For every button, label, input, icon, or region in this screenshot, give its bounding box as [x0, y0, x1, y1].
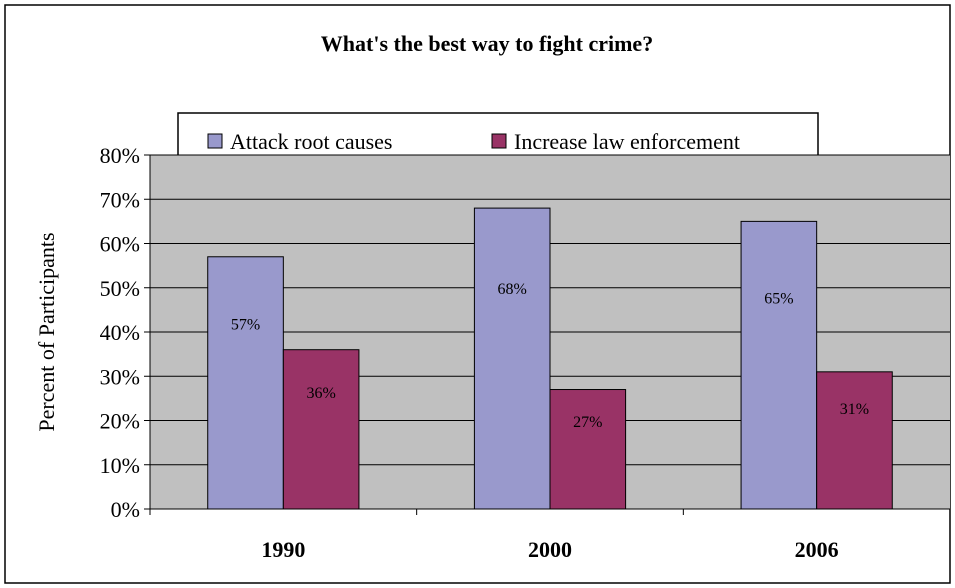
- y-tick-label: 20%: [100, 409, 140, 434]
- y-axis-label: Percent of Participants: [34, 232, 59, 431]
- y-tick-label: 40%: [100, 320, 140, 345]
- y-tick-label: 80%: [100, 143, 140, 168]
- bar-1990-attack-root-causes: [207, 256, 284, 510]
- data-label: 57%: [231, 317, 260, 334]
- legend-label-increase-law-enforcement: Increase law enforcement: [514, 129, 740, 154]
- data-label: 65%: [764, 291, 793, 308]
- data-label: 68%: [498, 281, 527, 298]
- y-tick-label: 50%: [100, 276, 140, 301]
- bars: [207, 207, 893, 510]
- bar-2006-attack-root-causes: [740, 220, 818, 510]
- legend-swatch-attack-root-causes: [207, 133, 223, 149]
- y-tick-label: 70%: [100, 187, 140, 212]
- y-tick-label: 60%: [100, 232, 140, 257]
- x-tick-label: 2000: [528, 537, 572, 562]
- data-label: 27%: [573, 414, 602, 431]
- y-axis-ticks: 0% 10% 20% 30% 40% 50% 60% 70% 80%: [100, 143, 150, 522]
- data-label: 31%: [840, 401, 869, 418]
- legend-swatch-increase-law-enforcement: [491, 133, 507, 149]
- chart-title: What's the best way to fight crime?: [321, 31, 653, 56]
- x-axis: 1990 2000 2006: [149, 155, 951, 562]
- y-tick-label: 30%: [100, 364, 140, 389]
- bar-2000-attack-root-causes: [473, 207, 551, 510]
- data-labels: 57% 36% 68% 27% 65% 31%: [231, 281, 869, 431]
- y-tick-label: 10%: [100, 453, 140, 478]
- bar-1990-increase-law-enforcement: [282, 349, 360, 510]
- bar-2000-increase-law-enforcement: [549, 389, 627, 510]
- data-label: 36%: [306, 385, 335, 402]
- legend-label-attack-root-causes: Attack root causes: [230, 129, 393, 154]
- bar-2006-increase-law-enforcement: [816, 371, 893, 510]
- y-tick-label: 0%: [111, 497, 140, 522]
- x-tick-label: 1990: [261, 537, 305, 562]
- x-tick-label: 2006: [795, 537, 839, 562]
